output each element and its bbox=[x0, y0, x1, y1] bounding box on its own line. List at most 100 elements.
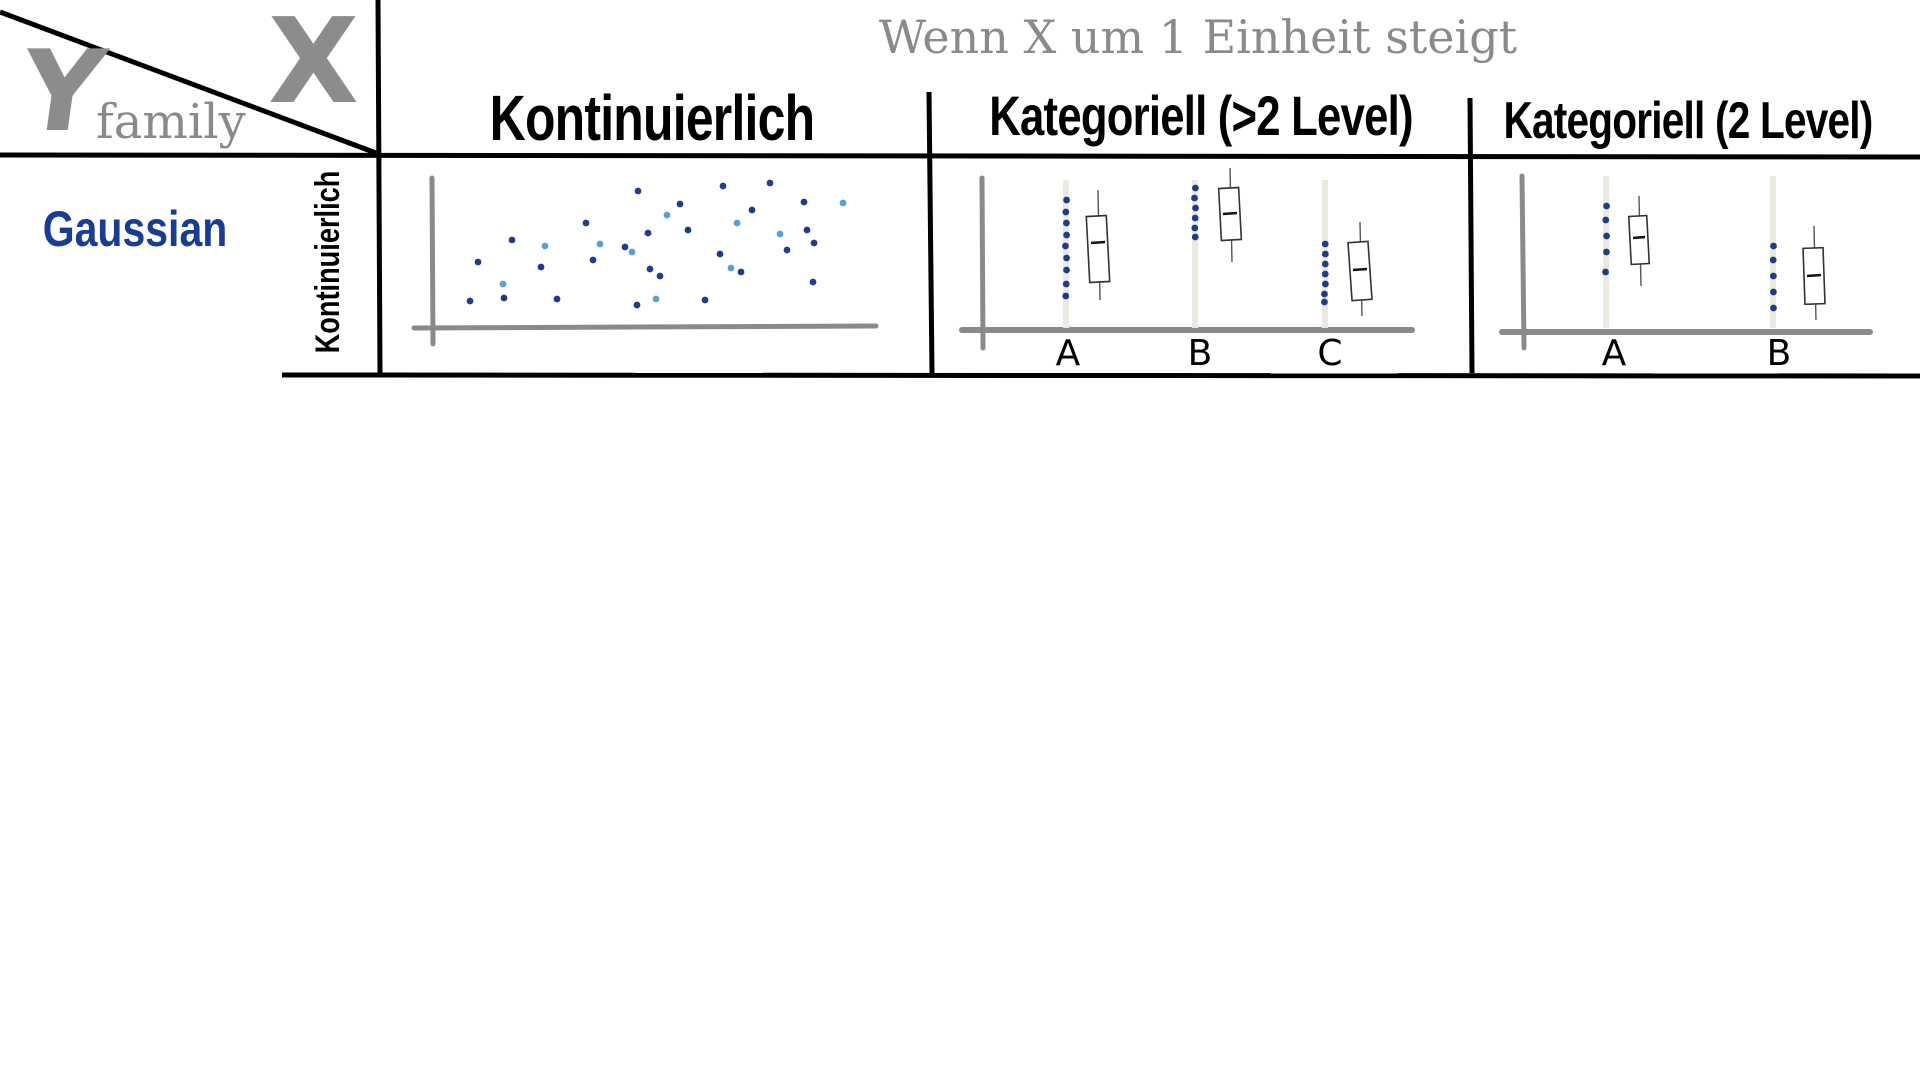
category-point bbox=[1322, 271, 1329, 278]
scatter-point bbox=[777, 231, 784, 238]
category-point bbox=[1770, 273, 1777, 280]
panel2-category-c: C bbox=[1317, 336, 1342, 372]
boxplot-median bbox=[1353, 269, 1367, 270]
scatter-point bbox=[635, 188, 642, 195]
category-point bbox=[1192, 205, 1199, 212]
scatter-point bbox=[767, 180, 774, 187]
panel-continuous bbox=[414, 178, 876, 344]
category-point bbox=[1062, 243, 1069, 250]
panel3-category-b: B bbox=[1767, 336, 1792, 372]
scatter-point bbox=[634, 302, 641, 309]
category-point bbox=[1770, 305, 1777, 312]
scatter-point bbox=[840, 200, 847, 207]
boxplot-median bbox=[1223, 213, 1237, 214]
category-point bbox=[1192, 234, 1199, 241]
panel3-y-axis bbox=[1522, 176, 1524, 348]
header-title: Wenn X um 1 Einheit steigt bbox=[879, 14, 1517, 60]
scatter-point bbox=[685, 227, 692, 234]
scatter-point bbox=[702, 297, 709, 304]
scatter-point bbox=[677, 201, 684, 208]
scatter-point bbox=[720, 183, 727, 190]
row-family-label: Gaussian bbox=[43, 204, 228, 254]
category-point bbox=[1192, 185, 1199, 192]
row-y-type-label: Kontinuierlich bbox=[311, 171, 345, 354]
boxplot-median bbox=[1633, 237, 1645, 238]
category-point bbox=[1321, 299, 1328, 306]
column-header-categorical-multi: Kategoriell (>2 Level) bbox=[989, 88, 1412, 144]
corner-family-label: family bbox=[96, 98, 246, 146]
row-bottom-line bbox=[282, 375, 1920, 376]
header-bottom-line bbox=[0, 155, 1920, 157]
scatter-point bbox=[653, 296, 660, 303]
scatter-point bbox=[645, 230, 652, 237]
scatter-point bbox=[738, 269, 745, 276]
category-point bbox=[1192, 215, 1199, 222]
scatter-point bbox=[801, 199, 808, 206]
scatter-point bbox=[749, 207, 756, 214]
scatter-point bbox=[811, 240, 818, 247]
panel-categorical-two bbox=[1502, 176, 1870, 348]
category-point bbox=[1322, 261, 1329, 268]
category-point bbox=[1191, 225, 1198, 232]
panel-categorical-multi bbox=[962, 168, 1412, 348]
boxplot-box bbox=[1086, 216, 1109, 283]
column-header-categorical-two: Kategoriell (2 Level) bbox=[1503, 95, 1872, 147]
category-point bbox=[1603, 233, 1610, 240]
category-point bbox=[1063, 197, 1070, 204]
two-category-groups bbox=[1602, 176, 1825, 328]
multi-category-groups bbox=[1062, 168, 1372, 328]
panel2-y-axis bbox=[982, 178, 983, 348]
category-point bbox=[1062, 293, 1069, 300]
category-point bbox=[1603, 249, 1610, 256]
scatter-point bbox=[647, 266, 654, 273]
category-point bbox=[1770, 257, 1777, 264]
scatter-point bbox=[501, 295, 508, 302]
scatter-point bbox=[810, 279, 817, 286]
category-point bbox=[1770, 289, 1777, 296]
panel1-x-axis bbox=[414, 326, 876, 328]
scatter-point bbox=[475, 259, 482, 266]
category-point bbox=[1322, 241, 1329, 248]
scatter-point bbox=[728, 265, 735, 272]
column-divider-2 bbox=[1470, 98, 1472, 373]
column-divider-1 bbox=[929, 92, 932, 373]
scatter-point bbox=[500, 281, 507, 288]
panel2-category-a: A bbox=[1056, 336, 1081, 372]
boxplot-box bbox=[1629, 216, 1649, 265]
corner-x-letter: X bbox=[268, 2, 359, 120]
category-point bbox=[1191, 195, 1198, 202]
category-point bbox=[1063, 267, 1070, 274]
category-point bbox=[1321, 291, 1328, 298]
scatter-point bbox=[538, 264, 545, 271]
scatter-point bbox=[554, 296, 561, 303]
scatter-point bbox=[664, 212, 671, 219]
scatter-point bbox=[590, 257, 597, 264]
boxplot-median bbox=[1091, 242, 1105, 243]
scatter-point bbox=[542, 243, 549, 250]
panel3-category-a: A bbox=[1602, 336, 1627, 372]
panel2-category-b: B bbox=[1188, 336, 1213, 372]
scatter-point bbox=[597, 241, 604, 248]
scatter-point bbox=[467, 298, 474, 305]
category-point bbox=[1063, 232, 1070, 239]
scatter-point bbox=[784, 247, 791, 254]
category-point bbox=[1063, 255, 1070, 262]
scatter-point bbox=[804, 227, 811, 234]
scatter-point bbox=[657, 273, 664, 280]
category-point bbox=[1063, 281, 1070, 288]
boxplot-median bbox=[1807, 275, 1821, 276]
corner-vertical-line bbox=[378, 0, 380, 373]
scatter-point bbox=[622, 244, 629, 251]
category-point bbox=[1770, 243, 1777, 250]
column-header-continuous: Kontinuierlich bbox=[490, 86, 815, 150]
category-point bbox=[1602, 269, 1609, 276]
scatter-point bbox=[629, 249, 636, 256]
category-point bbox=[1603, 203, 1610, 210]
category-point bbox=[1602, 217, 1609, 224]
scatter-point bbox=[717, 251, 724, 258]
category-point bbox=[1322, 281, 1329, 288]
boxplot-box bbox=[1348, 241, 1372, 300]
scatter-points bbox=[467, 180, 847, 309]
category-point bbox=[1322, 251, 1329, 258]
